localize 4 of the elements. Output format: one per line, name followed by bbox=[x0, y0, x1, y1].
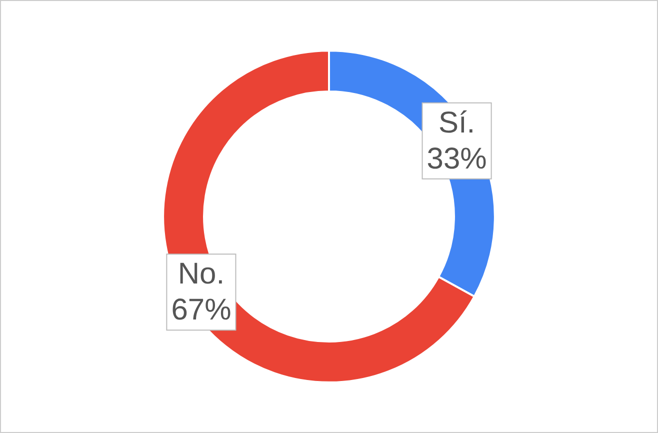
data-label: 67% bbox=[171, 294, 232, 327]
slice-label: No. bbox=[178, 258, 225, 291]
slice-label: Sí. bbox=[438, 106, 476, 140]
data-label: 33% bbox=[426, 142, 487, 176]
